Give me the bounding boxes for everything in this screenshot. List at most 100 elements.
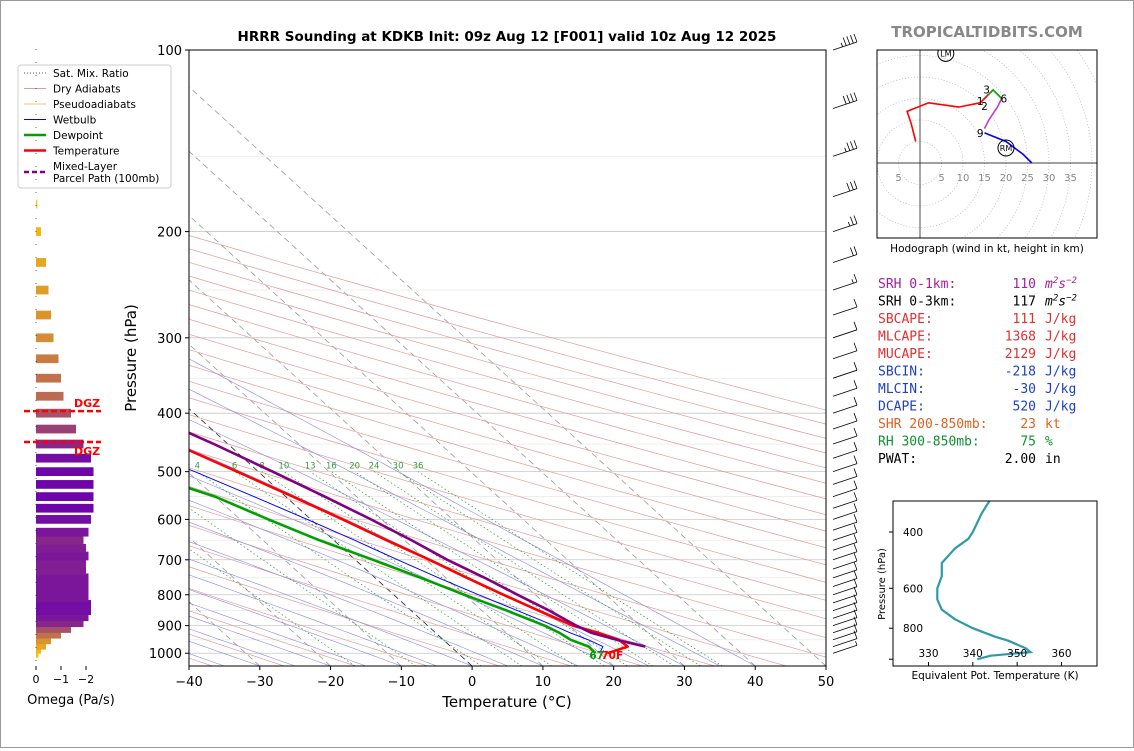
param-unit: J/kg xyxy=(1045,400,1076,415)
hodograph-height-label: 1 xyxy=(977,96,984,108)
mixing-ratio-line xyxy=(189,548,356,666)
legend-label: Parcel Path (100mb) xyxy=(53,173,159,185)
y-tick-label: 600 xyxy=(157,513,182,528)
dry-adiabat-line xyxy=(189,588,428,666)
wind-barb-flag xyxy=(853,362,858,371)
wind-barb xyxy=(832,623,858,641)
omega-bar xyxy=(36,624,71,633)
isotherm-line xyxy=(189,536,331,666)
wind-barb-staff xyxy=(832,488,858,497)
wind-barb xyxy=(832,321,858,339)
wind-barb-staff xyxy=(832,463,858,473)
mixing-ratio-label: 4 xyxy=(195,462,200,472)
theta-e-y-tick-label: 800 xyxy=(903,623,923,635)
wind-barb-staff xyxy=(832,254,858,263)
wind-barb-staff xyxy=(832,609,858,619)
wind-barb-staff xyxy=(832,449,858,459)
wind-barb-flag xyxy=(846,182,851,192)
mixing-ratio-label: 10 xyxy=(278,462,289,472)
omega-bar xyxy=(36,600,91,609)
wind-barb-staff xyxy=(832,369,858,379)
wind-barb-flag xyxy=(853,397,858,406)
mixing-ratio-line xyxy=(373,471,675,666)
wind-barb-flag xyxy=(853,492,858,501)
hodograph-ring-label: 15 xyxy=(978,173,991,184)
omega-bar xyxy=(36,543,86,553)
wind-barb xyxy=(832,455,858,473)
omega-x-tick-label: −1 xyxy=(53,673,69,686)
omega-bar xyxy=(36,373,61,383)
legend-box xyxy=(17,64,172,189)
param-value: 75 xyxy=(1020,435,1036,450)
wind-barb-half-flag xyxy=(844,147,847,152)
wind-barb-staff xyxy=(832,551,858,561)
wind-barb xyxy=(832,534,858,551)
wind-barb xyxy=(832,561,858,579)
omega-bar xyxy=(36,593,89,603)
dry-adiabat-line xyxy=(189,610,356,666)
theta-e-x-tick-label: 360 xyxy=(1051,648,1071,660)
theta-e-frame xyxy=(892,500,1098,667)
param-value: 117 xyxy=(1013,295,1036,310)
wind-barb xyxy=(832,412,858,430)
dry-adiabat-line xyxy=(189,380,826,566)
hodograph-height-label: 2 xyxy=(981,101,988,113)
param-unit: m2s−2 xyxy=(1044,276,1077,292)
wind-barb xyxy=(832,503,858,520)
mixing-ratio-label: 13 xyxy=(305,462,316,472)
wind-barb xyxy=(832,342,858,360)
wind-barb xyxy=(832,362,858,379)
dry-adiabat-line xyxy=(189,525,643,666)
wind-barb-staff xyxy=(832,560,858,570)
omega-bar xyxy=(36,551,89,561)
theta-e-x-axis-label: Equivalent Pot. Temperature (K) xyxy=(911,670,1078,682)
series-wetbulb-line xyxy=(189,468,604,654)
x-tick-label: −20 xyxy=(317,675,344,690)
y-axis-label: Pressure (hPa) xyxy=(122,304,140,412)
x-tick-label: 50 xyxy=(818,675,835,690)
wind-barb xyxy=(832,492,858,509)
x-tick-label: 40 xyxy=(747,675,764,690)
mixing-ratio-line xyxy=(197,471,482,666)
dry-adiabat-line xyxy=(189,545,572,666)
dry-adiabat-line xyxy=(189,261,826,439)
isotherm-line xyxy=(189,472,402,666)
omega-bar xyxy=(36,480,94,489)
storm-motion-label: LM xyxy=(940,49,951,58)
wind-barb-half-flag xyxy=(855,641,858,646)
wind-barb-flag xyxy=(853,543,858,552)
wind-barb xyxy=(832,616,858,634)
moist-adiabat-line xyxy=(189,388,720,666)
omega-x-tick-label: 0 xyxy=(33,673,40,686)
legend-label: Temperature xyxy=(52,146,120,158)
param-label: MUCAPE: xyxy=(878,347,933,362)
wind-barb xyxy=(832,397,858,414)
wind-barb-staff xyxy=(832,499,858,509)
isotherm-line xyxy=(189,343,544,666)
wind-barb xyxy=(832,641,858,654)
hodograph-ring-label: 30 xyxy=(1043,173,1056,184)
wind-barb-flag xyxy=(853,602,858,611)
skewt-legend: Sat. Mix. Ratio Dry Adiabats Pseudoadiabat… xyxy=(17,64,172,189)
x-tick-label: 10 xyxy=(535,675,552,690)
wind-barb-staff xyxy=(832,420,858,430)
omega-bar xyxy=(36,566,86,576)
wind-barb-flag xyxy=(853,380,858,389)
hodograph-ring-label: 10 xyxy=(957,173,970,184)
moist-adiabat-line xyxy=(189,419,685,666)
omega-bar xyxy=(36,527,89,537)
param-value: 1368 xyxy=(1005,330,1036,345)
mixing-ratio-label: 30 xyxy=(393,462,404,472)
wind-barb-staff xyxy=(832,531,858,541)
wind-barb-flag xyxy=(850,35,854,44)
wind-barb-staff xyxy=(832,404,858,414)
hodograph-height-label: 9 xyxy=(977,128,984,140)
wind-barb-flag xyxy=(853,513,858,523)
wind-barb-flag xyxy=(850,216,854,225)
theta-e-plot-area xyxy=(936,501,1034,661)
param-value: 23 xyxy=(1020,417,1036,432)
dry-adiabat-line xyxy=(189,431,826,620)
wind-barb-staff xyxy=(832,435,858,445)
